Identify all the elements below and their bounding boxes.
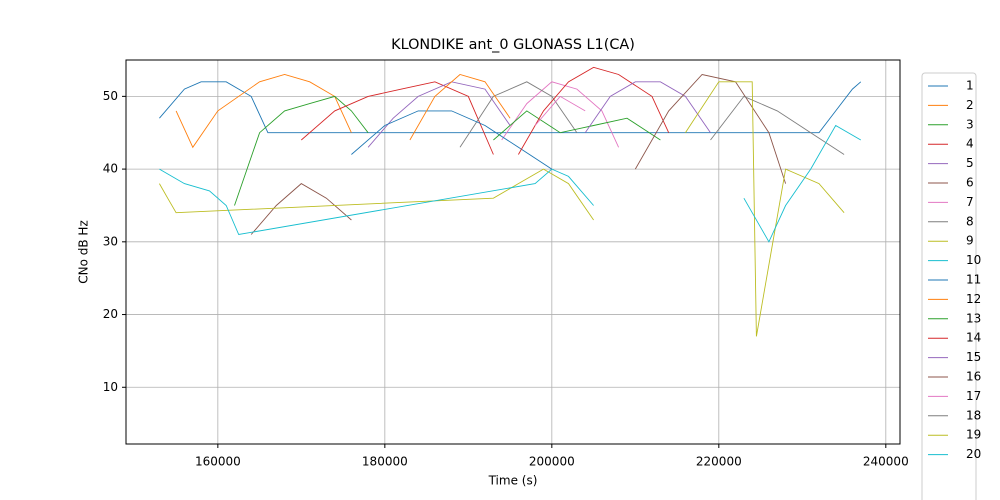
- series-line: [159, 168, 594, 236]
- legend-label: 9: [966, 234, 974, 248]
- y-tick-label: 10: [103, 380, 118, 394]
- series-line: [175, 74, 352, 149]
- legend-label: 13: [966, 311, 981, 325]
- x-tick-label: 220000: [696, 455, 742, 469]
- y-tick-label: 30: [103, 234, 118, 248]
- series-line: [710, 95, 845, 155]
- y-axis-label: CNo dB Hz: [77, 220, 91, 284]
- series-line: [409, 73, 511, 141]
- x-tick-label: 200000: [529, 455, 575, 469]
- legend-label: 14: [966, 331, 981, 345]
- x-tick-label: 240000: [863, 455, 909, 469]
- legend-label: 8: [966, 214, 974, 228]
- legend-label: 11: [966, 273, 981, 287]
- series-line: [501, 81, 620, 148]
- legend-label: 18: [966, 408, 981, 422]
- series-line: [159, 81, 862, 134]
- plot-lines: [159, 66, 862, 337]
- series-line: [534, 95, 586, 126]
- legend-label: 20: [966, 447, 981, 461]
- x-axis-label: Time (s): [488, 474, 538, 488]
- x-tick-label: 160000: [195, 455, 241, 469]
- grid: [126, 60, 900, 444]
- legend-label: 15: [966, 350, 981, 364]
- legend-label: 10: [966, 253, 981, 267]
- series-line: [743, 124, 862, 243]
- legend-label: 5: [966, 156, 974, 170]
- series-line: [493, 110, 661, 141]
- legend-box: [921, 72, 977, 500]
- series-line: [634, 74, 787, 184]
- series-line: [518, 66, 670, 155]
- series-line: [584, 81, 711, 133]
- plot-frame: [125, 59, 901, 445]
- legend-label: 16: [966, 370, 981, 384]
- legend-label: 6: [966, 176, 974, 190]
- chart-title: KLONDIKE ant_0 GLONASS L1(CA): [391, 37, 635, 53]
- series-line: [459, 81, 578, 148]
- y-tick-label: 20: [103, 307, 118, 321]
- legend-label: 4: [966, 137, 974, 151]
- series-line: [234, 95, 369, 206]
- legend-label: 2: [966, 98, 974, 112]
- y-tick-label: 40: [103, 162, 118, 176]
- legend-label: 19: [966, 428, 981, 442]
- legend-label: 12: [966, 292, 981, 306]
- legend-label: 7: [966, 195, 974, 209]
- x-tick-label: 180000: [362, 455, 408, 469]
- series-line: [159, 168, 594, 221]
- series-line: [351, 110, 553, 170]
- y-tick-label: 50: [103, 89, 118, 103]
- legend-label: 17: [966, 389, 981, 403]
- legend-label: 1: [966, 79, 974, 93]
- series-line: [367, 81, 511, 148]
- series-line: [301, 81, 494, 155]
- series-line: [250, 183, 352, 235]
- legend-label: 3: [966, 117, 974, 131]
- series-line: [685, 81, 845, 337]
